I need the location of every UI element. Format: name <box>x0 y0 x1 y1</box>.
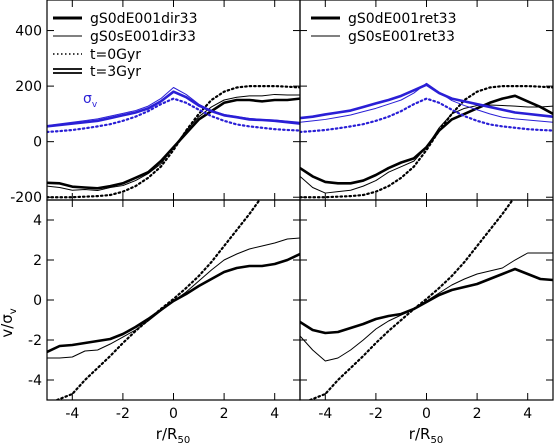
y-tick-label: 200 <box>15 79 42 95</box>
y-tick-label: 400 <box>15 24 42 40</box>
legend-entry-gS0dE001ret33: gS0dE001ret33 <box>348 11 457 27</box>
y-tick-label: -200 <box>10 190 42 206</box>
x-tick-label: 0 <box>422 406 431 422</box>
panels-layer: -200 0 200 400 -4 -2 0 2 4 -4 -2 0 2 4 -4 -2 0 2 4 <box>10 0 554 422</box>
x-tick-label: 2 <box>473 406 482 422</box>
series-bottom-right-v-sigma-dotted-2 <box>309 200 514 400</box>
series-top-right-v-dotted-2 <box>300 85 553 199</box>
y-tick-label: 2 <box>33 253 42 269</box>
panel-top-left: -200 0 200 400 <box>10 0 301 206</box>
series-top-left-sigma-thin-4 <box>47 87 300 127</box>
x-tick-label: -4 <box>318 406 332 422</box>
series-top-right-v-thin-1 <box>300 104 553 194</box>
series-top-left-sigma-thick-3 <box>47 90 300 128</box>
legend-entry-gS0sE001ret33: gS0sE001ret33 <box>348 29 455 45</box>
x-tick-label: 4 <box>523 406 532 422</box>
x-tick-label: -2 <box>369 406 383 422</box>
series-top-left-sigma-dotted-5 <box>47 97 300 134</box>
legend-entry-t0: t=0Gyr <box>90 47 141 63</box>
y-tick-label: 0 <box>33 135 42 151</box>
series-group-top-left <box>47 85 300 199</box>
x-axis-label-right: r/R50 <box>409 425 443 443</box>
x-tick-label: -4 <box>65 406 79 422</box>
x-tick-label: 2 <box>220 406 229 422</box>
series-group-bottom-left <box>47 200 300 400</box>
series-top-right-sigma-thick-3 <box>300 83 553 120</box>
x-axis-label-left: r/R50 <box>156 425 190 443</box>
series-group-bottom-right <box>300 200 553 400</box>
legend-right: gS0dE001ret33 gS0sE001ret33 <box>311 11 457 45</box>
series-top-left-v-dotted-2 <box>47 85 300 199</box>
y-tick-label: -2 <box>28 333 42 349</box>
series-top-left-v-thick-0 <box>47 97 300 190</box>
series-top-right-sigma-dotted-5 <box>300 97 553 134</box>
sigma-label: σv <box>83 91 98 110</box>
legend-entry-gS0sE001dir33: gS0sE001dir33 <box>90 29 196 45</box>
panel-bottom-right: -4 -2 0 2 4 <box>299 199 554 422</box>
legend-left: gS0dE001dir33 gS0sE001dir33 t=0Gyr t=3Gy… <box>53 11 197 80</box>
series-group-top-right <box>300 82 553 199</box>
series-top-left-v-thin-1 <box>47 93 300 192</box>
panel-bottom-left: -4 -2 0 2 4 -4 -2 0 2 4 <box>28 199 301 422</box>
y-tick-label: 0 <box>33 293 42 309</box>
series-bottom-right-v-sigma-thin-1 <box>300 252 553 362</box>
series-bottom-right-v-sigma-thick-0 <box>300 267 553 335</box>
legend-entry-t3: t=3Gyr <box>90 64 141 80</box>
y-tick-label: -4 <box>28 373 42 389</box>
series-bottom-left-v-sigma-thin-1 <box>47 237 300 359</box>
x-tick-label: -2 <box>116 406 130 422</box>
series-bottom-left-v-sigma-thick-0 <box>47 252 300 354</box>
x-tick-label: 4 <box>270 406 279 422</box>
series-top-right-sigma-thin-4 <box>300 82 553 123</box>
legend-entry-gS0dE001dir33: gS0dE001dir33 <box>90 11 197 27</box>
y-axis-label: v/σv <box>0 308 19 337</box>
series-bottom-left-v-sigma-dotted-2 <box>56 200 261 400</box>
series-top-right-v-thick-0 <box>300 94 553 185</box>
x-tick-label: 0 <box>169 406 178 422</box>
y-tick-label: 4 <box>33 213 42 229</box>
